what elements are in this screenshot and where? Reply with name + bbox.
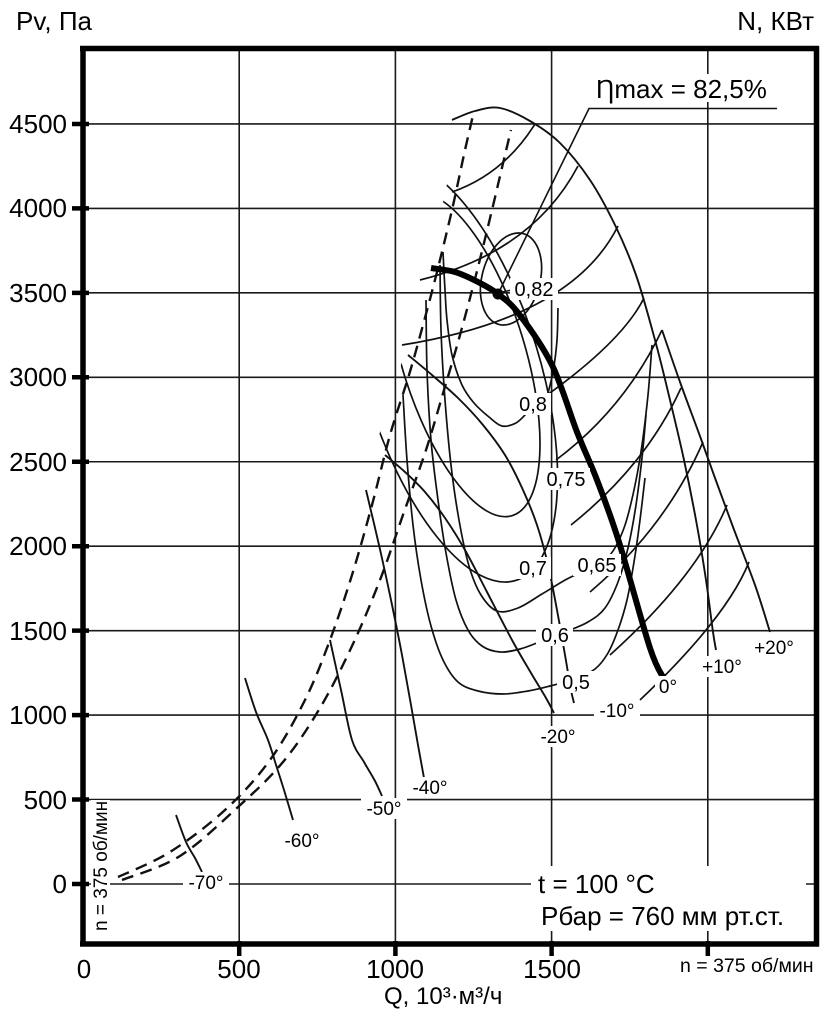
svg-text:N, КВт: N, КВт bbox=[737, 6, 814, 36]
svg-text:0: 0 bbox=[53, 869, 67, 899]
svg-text:0,5: 0,5 bbox=[562, 672, 590, 694]
svg-text:-50°: -50° bbox=[366, 799, 401, 820]
svg-text:0,8: 0,8 bbox=[519, 394, 547, 416]
svg-text:500: 500 bbox=[217, 954, 260, 984]
svg-text:1000: 1000 bbox=[9, 700, 67, 730]
svg-text:-70°: -70° bbox=[188, 873, 223, 894]
svg-text:0,82: 0,82 bbox=[515, 279, 554, 301]
svg-text:500: 500 bbox=[24, 785, 67, 815]
svg-text:0,75: 0,75 bbox=[547, 469, 586, 491]
svg-text:Pv, Па: Pv, Па bbox=[16, 6, 93, 36]
svg-text:0,65: 0,65 bbox=[578, 555, 617, 577]
svg-text:0,7: 0,7 bbox=[519, 558, 547, 580]
svg-text:4500: 4500 bbox=[9, 109, 67, 139]
svg-text:0: 0 bbox=[77, 954, 91, 984]
svg-text:-60°: -60° bbox=[284, 831, 319, 852]
svg-text:-40°: -40° bbox=[412, 778, 447, 799]
svg-text:+20°: +20° bbox=[754, 638, 794, 659]
svg-text:n = 375 об/мин: n = 375 об/мин bbox=[680, 955, 814, 977]
svg-text:4000: 4000 bbox=[9, 193, 67, 223]
svg-text:+10°: +10° bbox=[702, 657, 742, 678]
svg-text:1000: 1000 bbox=[366, 954, 424, 984]
svg-text:-20°: -20° bbox=[540, 727, 575, 748]
svg-text:1500: 1500 bbox=[9, 616, 67, 646]
svg-text:-10°: -10° bbox=[599, 701, 634, 722]
svg-text:Ƞmax = 82,5%: Ƞmax = 82,5% bbox=[596, 74, 767, 104]
svg-text:Q, 10³·м³/ч: Q, 10³·м³/ч bbox=[384, 983, 502, 1010]
svg-text:0°: 0° bbox=[659, 677, 677, 698]
svg-text:t = 100 °C: t = 100 °C bbox=[538, 869, 655, 899]
svg-text:3500: 3500 bbox=[9, 278, 67, 308]
svg-text:0,6: 0,6 bbox=[541, 625, 569, 647]
svg-text:1500: 1500 bbox=[523, 954, 581, 984]
svg-text:n = 375 об/мин: n = 375 об/мин bbox=[91, 801, 112, 931]
svg-text:3000: 3000 bbox=[9, 362, 67, 392]
svg-text:2500: 2500 bbox=[9, 447, 67, 477]
svg-text:Рбар = 760 мм рт.ст.: Рбар = 760 мм рт.ст. bbox=[541, 901, 784, 931]
svg-text:2000: 2000 bbox=[9, 531, 67, 561]
